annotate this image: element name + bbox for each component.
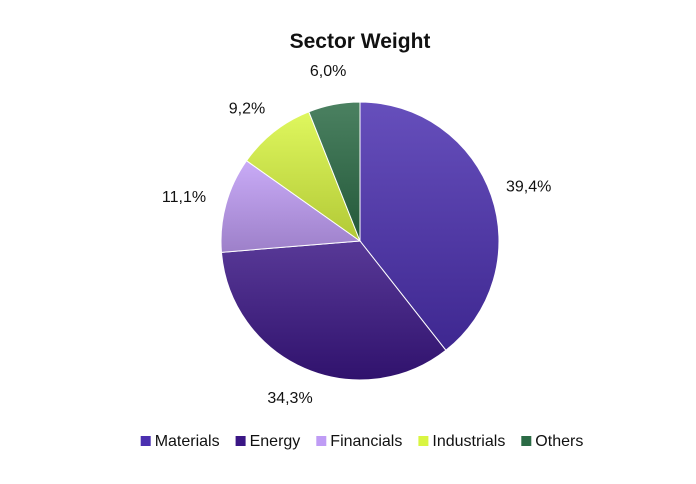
data-label-materials: 39,4% <box>506 178 551 195</box>
data-label-financials: 11,1% <box>162 189 206 206</box>
pie-slices <box>220 101 500 381</box>
legend-label-financials: Financials <box>330 433 402 450</box>
pie-slice-financials <box>220 160 362 253</box>
legend-label-energy: Energy <box>250 433 301 450</box>
legend-swatch-industrials <box>418 436 429 446</box>
pie-data-labels: 39,4% 34,3% 11,1% 9,2% 6,0% <box>162 63 551 407</box>
legend-item-energy: Energy <box>235 433 301 450</box>
legend-label-industrials: Industrials <box>432 433 505 450</box>
data-label-industrials: 9,2% <box>229 100 265 117</box>
legend-label-materials: Materials <box>155 433 220 450</box>
pie-slice-others <box>308 101 361 242</box>
data-label-others: 6,0% <box>310 63 346 80</box>
legend-swatch-others <box>521 436 532 446</box>
legend-item-industrials: Industrials <box>418 433 505 450</box>
chart-title: Sector Weight <box>290 30 431 53</box>
legend-swatch-materials <box>140 436 151 446</box>
pie-slice-energy <box>220 240 447 381</box>
data-label-energy: 34,3% <box>267 390 312 407</box>
legend-label-others: Others <box>535 433 583 450</box>
chart-legend: Materials Energy Financials Industrials Othe… <box>140 433 583 450</box>
legend-swatch-energy <box>235 436 246 446</box>
legend-item-others: Others <box>521 433 583 450</box>
legend-item-materials: Materials <box>140 433 220 450</box>
legend-item-financials: Financials <box>316 433 402 450</box>
legend-swatch-financials <box>316 436 327 446</box>
pie-slice-materials <box>359 101 500 351</box>
pie-slice-industrials <box>245 111 362 243</box>
